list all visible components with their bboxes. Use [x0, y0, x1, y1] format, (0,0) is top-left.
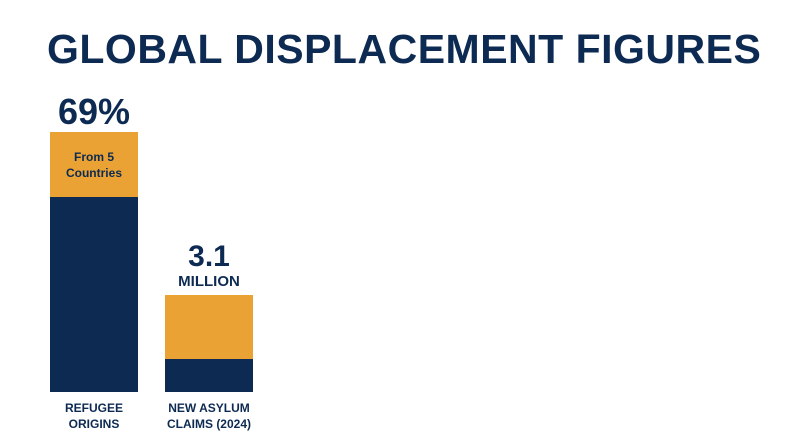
bar-refugee-origins: From 5 Countries	[50, 132, 138, 392]
bar-segment-bottom	[50, 197, 138, 392]
bar-segment-top	[165, 295, 253, 359]
bar-value-label: 3.1	[188, 240, 230, 273]
bar-group-new-asylum-claims: 3.1 MILLION NEW ASYLUM CLAIMS (2024)	[165, 240, 253, 435]
bar-unit-label: MILLION	[178, 273, 240, 290]
bar-segment-bottom	[165, 359, 253, 392]
category-label-new-asylum-claims: NEW ASYLUM CLAIMS (2024)	[166, 401, 252, 431]
bar-group-refugee-origins: 69% From 5 Countries REFUGEE ORIGINS	[50, 90, 138, 435]
bar-new-asylum-claims	[165, 295, 253, 392]
page-title: GLOBAL DISPLACEMENT FIGURES	[47, 26, 762, 72]
category-label-refugee-origins: REFUGEE ORIGINS	[64, 401, 123, 431]
bar-segment-label: From 5 Countries	[65, 149, 122, 180]
bar-segment-top-five-countries: From 5 Countries	[50, 132, 138, 197]
bar-value-label: 69%	[57, 91, 131, 132]
